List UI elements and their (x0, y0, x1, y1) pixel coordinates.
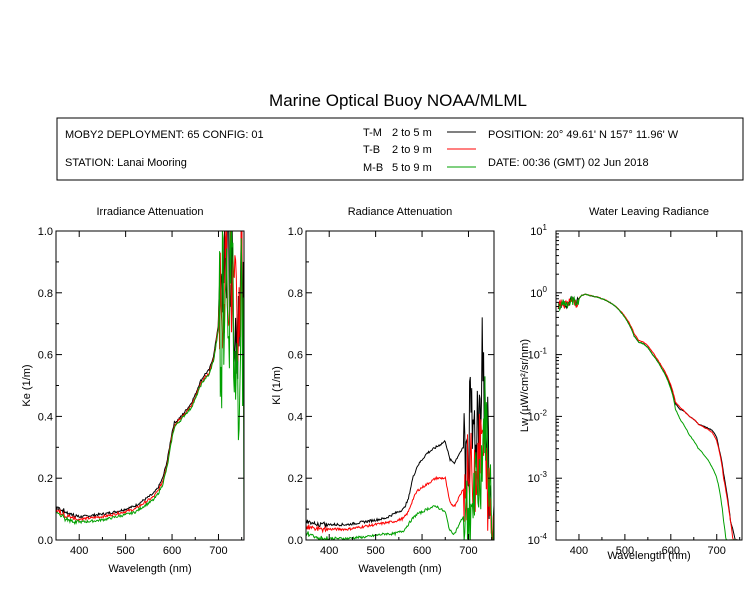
y-tick-label: 1.0 (288, 226, 303, 238)
x-axis-label: Wavelength (nm) (358, 563, 441, 575)
y-axis-label: Lw (µW/cm²/sr/nm) (519, 339, 531, 432)
x-tick-label: 500 (116, 545, 134, 557)
y-tick-label: 0.8 (38, 288, 53, 300)
y-tick-label: 10-3 (528, 470, 548, 485)
legend-range-mb: 5 to 9 m (392, 162, 432, 174)
y-tick-label: 0.8 (288, 288, 303, 300)
x-tick-label: 500 (616, 545, 634, 557)
info-box-border (56, 117, 744, 181)
x-tick-label: 600 (163, 545, 181, 557)
series-line-m-b (56, 231, 244, 540)
y-tick-label: 0.2 (38, 473, 53, 485)
x-tick-label: 600 (413, 545, 431, 557)
y-tick-label: 10-2 (528, 408, 548, 423)
chart-title: Water Leaving Radiance (589, 206, 709, 218)
series-group (557, 293, 738, 540)
legend-code-tm: T-M (363, 127, 382, 139)
figure-title: Marine Optical Buoy NOAA/MLML (269, 91, 527, 110)
x-tick-label: 400 (70, 545, 88, 557)
legend-code-mb: M-B (363, 162, 383, 174)
y-tick-label: 0.6 (38, 350, 53, 362)
y-tick-label: 0.4 (38, 411, 53, 423)
deployment-text: MOBY2 DEPLOYMENT: 65 CONFIG: 01 (65, 129, 264, 141)
y-tick-label: 10-4 (528, 532, 548, 547)
series-line-t-m (56, 231, 244, 519)
date-text: DATE: 00:36 (GMT) 02 Jun 2018 (488, 157, 649, 169)
x-tick-label: 700 (708, 545, 726, 557)
series-group (306, 317, 494, 540)
x-tick-label: 600 (662, 545, 680, 557)
y-tick-label: 0.2 (288, 473, 303, 485)
y-axis-label: Kl (1/m) (271, 366, 283, 405)
chart-title: Radiance Attenuation (348, 206, 453, 218)
y-tick-label: 10-1 (528, 347, 548, 362)
series-group (56, 231, 244, 540)
series-line-m-b (306, 376, 494, 540)
x-tick-label: 400 (320, 545, 338, 557)
y-tick-label: 0.0 (288, 535, 303, 547)
x-axis-label: Wavelength (nm) (108, 563, 191, 575)
y-tick-label: 0.6 (288, 350, 303, 362)
plot-frame (55, 230, 245, 541)
series-line-t-b (557, 293, 738, 540)
x-tick-label: 700 (209, 545, 227, 557)
x-tick-label: 400 (570, 545, 588, 557)
series-line-t-m (557, 293, 738, 540)
series-line-t-b (56, 231, 244, 522)
x-tick-label: 500 (366, 545, 384, 557)
station-text: STATION: Lanai Mooring (65, 157, 187, 169)
series-line-t-b (306, 413, 494, 540)
y-tick-label: 0.0 (38, 535, 53, 547)
y-tick-label: 101 (530, 223, 547, 238)
chart-title: Irradiance Attenuation (96, 206, 203, 218)
legend-code-tb: T-B (363, 144, 380, 156)
y-axis-label: Ke (1/m) (21, 364, 33, 406)
y-tick-label: 1.0 (38, 226, 53, 238)
y-tick-label: 100 (530, 285, 547, 300)
plot-frame (555, 230, 743, 541)
position-text: POSITION: 20° 49.61' N 157° 11.96' W (488, 129, 679, 141)
y-tick-label: 0.4 (288, 411, 303, 423)
x-axis-label: Wavelength (nm) (607, 550, 690, 562)
x-tick-label: 700 (459, 545, 477, 557)
radiance-panel: Radiance Attenuation 400 500 600 700 0.0 0.2 0.… (271, 206, 495, 575)
water-leaving-panel: Water Leaving Radiance 400 500 600 700 10-4 10… (519, 206, 743, 562)
legend-range-tb: 2 to 9 m (392, 144, 432, 156)
legend-range-tm: 2 to 5 m (392, 127, 432, 139)
series-line-m-b (557, 293, 738, 540)
series-line-t-m (306, 317, 494, 540)
info-box: MOBY2 DEPLOYMENT: 65 CONFIG: 01 STATION:… (56, 117, 744, 181)
irradiance-panel: Irradiance Attenuation 400 500 600 700 0.0 0.2… (21, 206, 245, 575)
